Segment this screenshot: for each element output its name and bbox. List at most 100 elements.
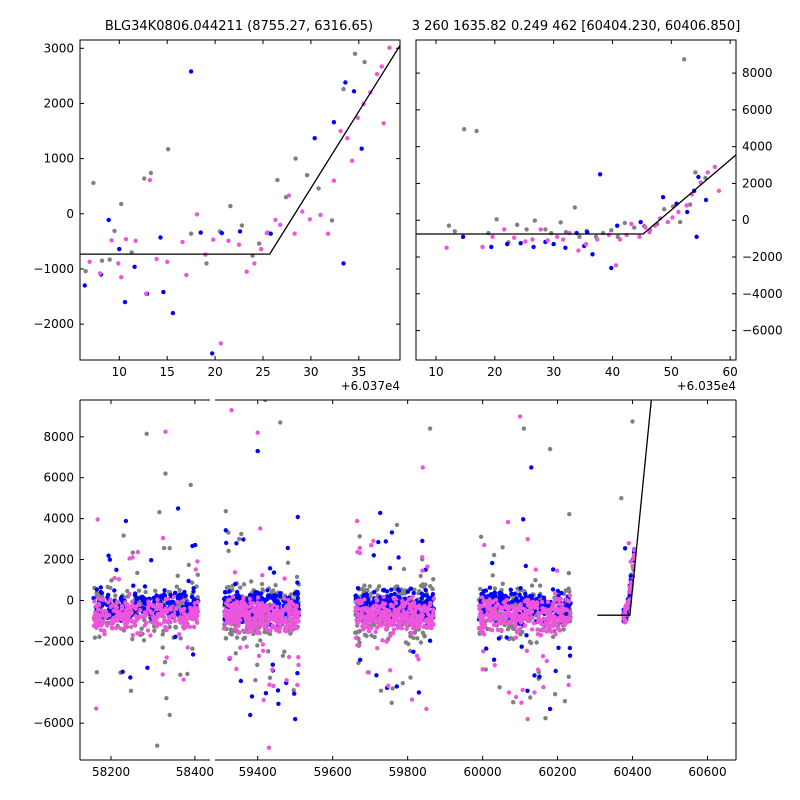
zoom-left-blue-point xyxy=(122,299,128,305)
season-1-pink-point xyxy=(295,611,301,617)
zoom-right-gray-point xyxy=(622,220,627,226)
season-3-blue-point xyxy=(523,563,528,569)
zoom-left-model-line xyxy=(80,45,400,255)
season-3-pink-point xyxy=(490,600,496,605)
full-lightcurve-gray-point xyxy=(163,471,168,476)
season-0-blue-point xyxy=(131,583,136,588)
season-1-pink-point xyxy=(283,629,289,634)
zoom-left-gray-point xyxy=(329,218,335,223)
season-0-gray-point xyxy=(108,585,113,590)
season-0-pink-point xyxy=(181,598,186,603)
full-lightcurve-model-line xyxy=(597,400,652,616)
zoom-right-gray-point xyxy=(609,228,614,233)
season-0-pink-point xyxy=(93,621,98,626)
zoom-right-pink-point xyxy=(670,215,675,220)
season-final-pink-point xyxy=(628,589,633,595)
zoom-left-blue-point xyxy=(158,235,163,240)
zoom-right-x-offset-label: +6.035e4 xyxy=(677,379,736,393)
season-3-pink-point xyxy=(566,682,571,688)
season-1-blue-point xyxy=(227,589,232,594)
season-3-blue-point xyxy=(491,657,497,662)
season-2-gray-point xyxy=(406,641,411,647)
season-0-pink-point xyxy=(110,602,115,608)
season-1-blue-point xyxy=(234,589,240,595)
season-3-pink-point xyxy=(525,615,531,621)
zoom-left-pink-point xyxy=(236,242,242,247)
zoom-left-gray-point xyxy=(188,231,194,236)
season-0-gray-point xyxy=(125,588,130,594)
zoom-left-gray-point xyxy=(148,170,154,176)
zoom-left-pink-point xyxy=(252,261,257,266)
full-lightcurve-gray-point xyxy=(521,426,527,431)
season-1-pink-point xyxy=(233,626,238,631)
season-1-blue-point xyxy=(278,594,283,599)
season-1-pink-point xyxy=(263,623,268,629)
season-0-pink-point xyxy=(127,592,132,597)
season-3-gray-point xyxy=(567,512,572,517)
season-1-pink-point xyxy=(238,609,243,615)
season-3-pink-point xyxy=(484,611,490,616)
season-2-pink-point xyxy=(425,564,430,569)
season-2-gray-point xyxy=(362,632,368,637)
season-1-pink-point xyxy=(234,619,239,625)
season-1-pink-point xyxy=(221,626,227,631)
season-2-gray-point xyxy=(394,522,400,528)
season-1-pink-point xyxy=(282,576,287,581)
season-3-gray-point xyxy=(492,586,498,591)
season-0-pink-point xyxy=(112,575,117,581)
season-0-pink-point xyxy=(96,601,102,607)
zoom-left-pink-point xyxy=(123,237,129,242)
full-lightcurve-axes: 58200 58400 59400 59600 59800 60000 60200 60400… xyxy=(33,399,737,779)
season-3-pink-point xyxy=(513,694,519,700)
full-lightcurve-blue-point xyxy=(547,706,553,712)
season-0-pink-point xyxy=(144,620,149,626)
zoom-left-blue-point xyxy=(170,310,176,316)
season-2-pink-point xyxy=(390,631,396,636)
season-0-pink-point xyxy=(164,655,169,660)
zoom-left-gray-point xyxy=(91,180,96,186)
season-0-gray-point xyxy=(167,546,172,551)
season-0-pink-point xyxy=(155,597,160,602)
season-3-pink-point xyxy=(491,606,496,611)
full-lightcurve-pink-point xyxy=(525,716,530,722)
season-3-blue-point xyxy=(517,592,522,598)
season-3-pink-point xyxy=(560,602,565,607)
season-2-gray-point xyxy=(389,700,394,705)
season-2-pink-point xyxy=(380,613,385,618)
zoom-right-pink-point xyxy=(538,227,543,232)
season-2-pink-point xyxy=(391,622,396,627)
season-0-gray-point xyxy=(195,595,200,600)
season-1-gray-point xyxy=(237,536,242,542)
season-2-pink-point xyxy=(420,568,425,573)
zoom-left-xtick-label: 35 xyxy=(351,365,366,379)
zoom-left-pink-point xyxy=(180,239,185,245)
zoom-right-gray-point xyxy=(693,170,698,175)
season-2-pink-point xyxy=(425,606,431,611)
season-1-pink-point xyxy=(271,683,276,689)
season-0-blue-point xyxy=(134,595,139,601)
zoom-right-blue-point xyxy=(489,244,494,250)
season-3-pink-point xyxy=(480,667,485,672)
season-0-blue-point xyxy=(142,584,148,589)
season-0-pink-point xyxy=(149,611,154,616)
zoom-right-blue-point xyxy=(460,234,466,239)
season-final-pink-point xyxy=(632,547,637,553)
zoom-left-blue-point xyxy=(198,230,203,235)
full-lightcurve-gray-point xyxy=(427,426,433,431)
season-0-pink-point xyxy=(172,618,177,623)
zoom-left-xtick-label: 10 xyxy=(112,365,127,379)
season-0-pink-point xyxy=(94,706,99,711)
zoom-right-blue-point xyxy=(609,265,614,271)
season-1-gray-point xyxy=(258,638,263,643)
season-2-gray-point xyxy=(411,635,416,640)
season-0-pink-point xyxy=(179,607,185,612)
season-1-blue-point xyxy=(223,528,228,533)
full-lightcurve-blue-point xyxy=(175,506,181,511)
season-0-blue-point xyxy=(173,590,178,595)
season-3-pink-point xyxy=(485,606,490,611)
season-2-pink-point xyxy=(372,614,377,619)
zoom-right-gray-point xyxy=(632,225,637,230)
zoom-right-pink-point xyxy=(490,234,495,239)
season-1-pink-point xyxy=(295,682,300,688)
zoom-left-axes: 10 15 20 25 30 35 −2000 −1000 0 1000 2000 3000 +6.03… xyxy=(33,39,401,393)
